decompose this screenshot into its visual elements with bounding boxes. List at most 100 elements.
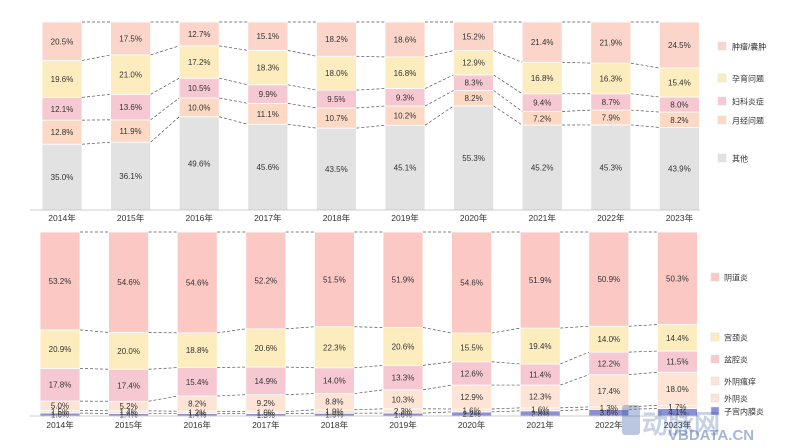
connector-line bbox=[217, 367, 246, 368]
data-label: 18.6% bbox=[394, 35, 417, 44]
data-label: 49.6% bbox=[188, 159, 211, 168]
data-label: 13.3% bbox=[392, 374, 415, 383]
data-label: 10.2% bbox=[394, 112, 417, 121]
legend-swatch bbox=[711, 273, 719, 281]
legend-swatch bbox=[711, 333, 719, 341]
data-label: 35.0% bbox=[51, 173, 74, 182]
legend-label: 孕育问题 bbox=[732, 74, 764, 84]
connector-line bbox=[217, 411, 246, 412]
data-label: 20.6% bbox=[392, 342, 415, 351]
top-panel: 35.0%12.8%12.1%19.6%20.5%36.1%11.9%13.6%… bbox=[30, 22, 766, 223]
connector-line bbox=[82, 94, 111, 97]
x-tick-label: 2014年 bbox=[46, 420, 74, 430]
connector-line bbox=[354, 390, 383, 394]
legend-swatch bbox=[711, 377, 719, 385]
data-label: 43.9% bbox=[668, 165, 691, 174]
data-label: 24.5% bbox=[668, 41, 691, 50]
data-label: 5.0% bbox=[51, 402, 69, 411]
connector-line bbox=[149, 368, 178, 370]
bar-2019年 bbox=[383, 232, 423, 416]
connector-line bbox=[562, 62, 591, 63]
data-label: 16.8% bbox=[531, 74, 554, 83]
data-label: 8.0% bbox=[670, 101, 688, 110]
connector-line bbox=[151, 98, 180, 120]
connector-line bbox=[423, 412, 452, 413]
connector-line bbox=[354, 409, 383, 410]
connector-line bbox=[354, 365, 383, 367]
connector-line bbox=[288, 50, 317, 56]
x-tick-label: 2015年 bbox=[115, 420, 143, 430]
legend-label: 月经问题 bbox=[732, 116, 764, 126]
data-label: 10.7% bbox=[325, 114, 348, 123]
data-label: 16.3% bbox=[599, 74, 622, 83]
data-label: 20.5% bbox=[51, 37, 74, 46]
connector-line bbox=[494, 106, 523, 125]
data-label: 19.6% bbox=[51, 75, 74, 84]
legend-label: 盆腔炎 bbox=[724, 355, 748, 365]
connector-line bbox=[423, 327, 452, 333]
connector-line bbox=[219, 117, 248, 125]
connector-line bbox=[629, 351, 658, 352]
data-label: 50.9% bbox=[597, 275, 620, 284]
legend-label: 子宫内膜炎 bbox=[724, 407, 764, 417]
x-tick-label: 2017年 bbox=[254, 213, 282, 223]
data-label: 18.8% bbox=[186, 346, 209, 355]
data-label: 54.6% bbox=[460, 279, 483, 288]
data-label: 11.4% bbox=[529, 371, 551, 380]
data-label: 18.0% bbox=[325, 69, 348, 78]
data-label: 43.5% bbox=[325, 165, 348, 174]
x-tick-label: 2022年 bbox=[597, 213, 625, 223]
x-tick-label: 2018年 bbox=[323, 213, 351, 223]
legend-label: 外阴炎 bbox=[724, 394, 748, 404]
connector-line bbox=[492, 411, 521, 412]
data-label: 16.8% bbox=[394, 69, 417, 78]
connector-line bbox=[631, 110, 660, 112]
bar-2018年 bbox=[314, 232, 354, 416]
data-label: 11.9% bbox=[120, 127, 142, 136]
legend-swatch bbox=[711, 355, 719, 363]
connector-line bbox=[425, 106, 454, 125]
data-label: 8.8% bbox=[325, 398, 343, 407]
connector-line bbox=[80, 330, 109, 333]
data-label: 17.4% bbox=[117, 381, 140, 390]
data-label: 8.2% bbox=[464, 94, 482, 103]
connector-line bbox=[217, 329, 246, 333]
legend-swatch bbox=[718, 154, 726, 162]
x-tick-label: 2015年 bbox=[117, 213, 145, 223]
data-label: 12.9% bbox=[460, 393, 483, 402]
x-tick-label: 2023年 bbox=[666, 213, 694, 223]
connector-line bbox=[354, 327, 383, 328]
connector-line bbox=[80, 410, 109, 411]
bar-2017年 bbox=[246, 232, 286, 416]
connector-line bbox=[629, 325, 658, 327]
connector-line bbox=[286, 410, 315, 412]
connector-line bbox=[425, 75, 454, 89]
connector-line bbox=[151, 46, 180, 55]
data-label: 9.4% bbox=[533, 99, 551, 108]
legend-swatch bbox=[711, 394, 719, 402]
connector-line bbox=[356, 125, 385, 128]
data-label: 12.7% bbox=[188, 30, 211, 39]
data-label: 55.3% bbox=[462, 154, 485, 163]
data-label: 8.3% bbox=[464, 79, 482, 88]
data-label: 12.3% bbox=[529, 392, 552, 401]
x-tick-label: 2021年 bbox=[528, 213, 556, 223]
data-label: 50.3% bbox=[666, 274, 689, 283]
connector-line bbox=[288, 85, 317, 90]
data-label: 18.0% bbox=[666, 385, 689, 394]
data-label: 10.3% bbox=[392, 395, 415, 404]
data-label: 20.9% bbox=[49, 345, 72, 354]
data-label: 45.1% bbox=[394, 164, 417, 173]
connector-line bbox=[629, 372, 658, 375]
bar-2020年 bbox=[452, 232, 492, 416]
data-label: 17.8% bbox=[49, 381, 72, 390]
data-label: 8.7% bbox=[602, 98, 620, 107]
legend-label: 外阴瘙痒 bbox=[724, 377, 756, 387]
x-tick-label: 2014年 bbox=[48, 213, 76, 223]
data-label: 51.9% bbox=[529, 276, 552, 285]
x-tick-label: 2019年 bbox=[391, 213, 419, 223]
data-label: 12.6% bbox=[460, 369, 483, 378]
data-label: 1.3% bbox=[600, 404, 618, 413]
